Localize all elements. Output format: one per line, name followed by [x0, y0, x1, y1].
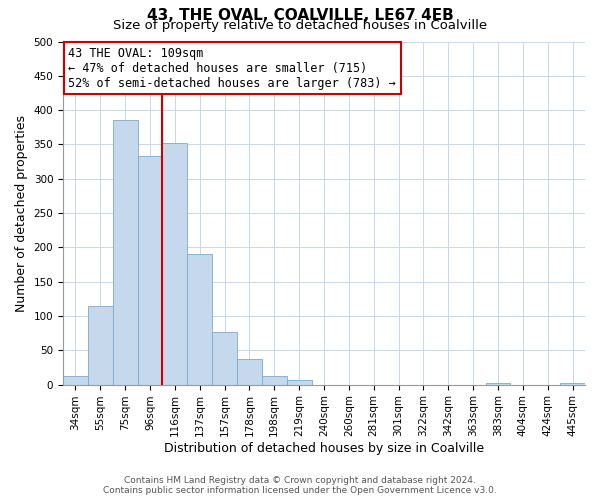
Bar: [485, 383, 511, 384]
Bar: [187, 254, 212, 384]
Y-axis label: Number of detached properties: Number of detached properties: [15, 114, 28, 312]
Bar: [237, 358, 262, 384]
Text: 43, THE OVAL, COALVILLE, LE67 4EB: 43, THE OVAL, COALVILLE, LE67 4EB: [146, 8, 454, 22]
Text: Size of property relative to detached houses in Coalville: Size of property relative to detached ho…: [113, 19, 487, 32]
Text: 43 THE OVAL: 109sqm
← 47% of detached houses are smaller (715)
52% of semi-detac: 43 THE OVAL: 109sqm ← 47% of detached ho…: [68, 46, 396, 90]
Bar: [113, 120, 137, 384]
Bar: [137, 156, 163, 384]
Bar: [262, 376, 287, 384]
Bar: [63, 376, 88, 384]
Bar: [287, 380, 311, 384]
Bar: [88, 306, 113, 384]
Bar: [163, 143, 187, 384]
X-axis label: Distribution of detached houses by size in Coalville: Distribution of detached houses by size …: [164, 442, 484, 455]
Bar: [212, 332, 237, 384]
Bar: [560, 383, 585, 384]
Text: Contains HM Land Registry data © Crown copyright and database right 2024.
Contai: Contains HM Land Registry data © Crown c…: [103, 476, 497, 495]
